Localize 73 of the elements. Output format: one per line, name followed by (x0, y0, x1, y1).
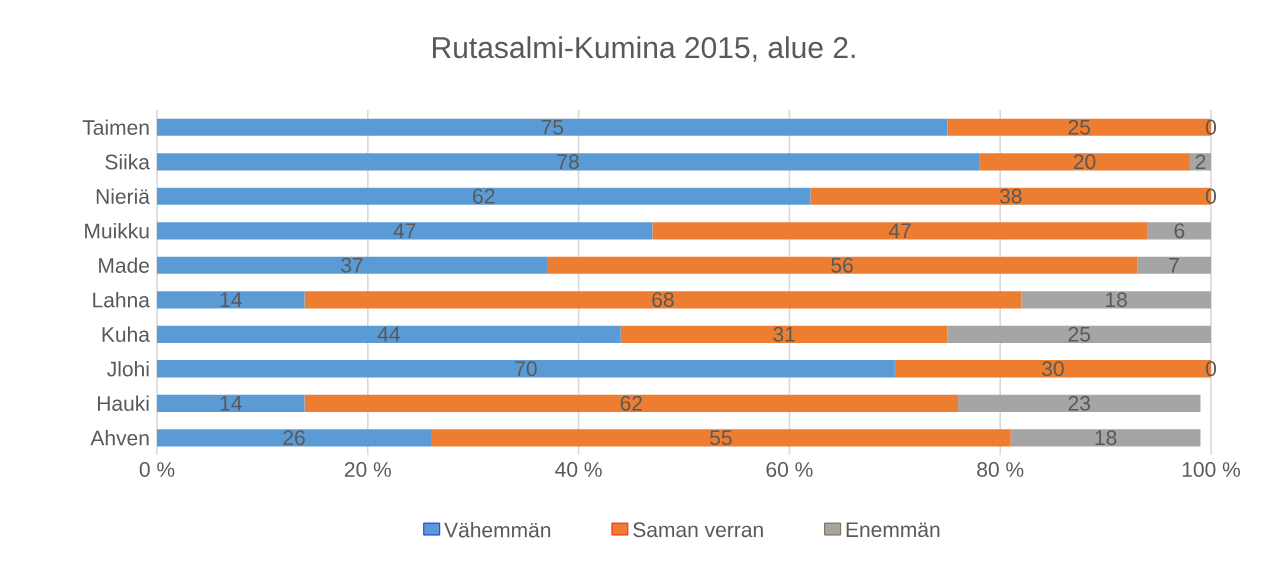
x-tick-label: 20 % (344, 462, 391, 477)
y-tick-label: Kuha (102, 326, 150, 342)
bar (157, 325, 621, 343)
bar (157, 291, 305, 309)
data-label: 70 (515, 361, 537, 377)
x-tick-label: 0 % (139, 462, 175, 477)
y-tick-label: Jlohi (107, 361, 149, 377)
data-label: 18 (1106, 292, 1127, 308)
legend-label: Vähemmän (444, 522, 551, 538)
data-label: 62 (473, 188, 495, 204)
bar (546, 256, 1138, 274)
y-tick-label: Muikku (85, 223, 149, 239)
data-label: 78 (557, 154, 579, 170)
data-label: 6 (1174, 223, 1185, 239)
data-label: 38 (999, 188, 1022, 204)
bar (1137, 256, 1212, 274)
data-label: 31 (773, 326, 795, 342)
data-label: 14 (220, 396, 242, 411)
legend-label: Enemmän (846, 522, 940, 538)
data-label: 30 (1042, 361, 1064, 377)
data-label: 14 (220, 292, 242, 307)
bar (1010, 429, 1201, 447)
data-label: 0 (1205, 119, 1217, 135)
data-label: 62 (620, 395, 642, 411)
data-label: 44 (377, 327, 400, 342)
bar (979, 153, 1190, 171)
x-tick-label: 100 % (1182, 462, 1240, 477)
data-label: 18 (1095, 430, 1117, 446)
bar (157, 153, 980, 171)
chart-title: Rutasalmi-Kumina 2015, alue 2. (433, 36, 855, 62)
data-label: 47 (393, 223, 416, 238)
data-label: 55 (710, 430, 732, 446)
y-tick-label: Ahven (90, 430, 149, 446)
data-label: 26 (283, 430, 305, 446)
bar (157, 222, 653, 240)
data-label: 25 (1068, 326, 1091, 342)
data-label: 75 (541, 119, 564, 135)
y-tick-label: Siika (105, 154, 150, 170)
bar (1147, 222, 1212, 240)
y-tick-label: Lahna (93, 292, 150, 308)
bar (157, 429, 432, 447)
y-tick-label: Made (99, 257, 149, 273)
bar (1021, 291, 1212, 309)
data-label: 0 (1205, 361, 1217, 377)
data-label: 23 (1068, 395, 1091, 411)
bar (157, 360, 895, 378)
bar (947, 325, 1212, 343)
data-label: 37 (341, 257, 363, 273)
data-label: 56 (831, 257, 853, 273)
legend-label: Saman verran (633, 522, 763, 538)
bar (304, 394, 959, 412)
bar (157, 187, 811, 205)
data-label: 25 (1068, 119, 1091, 135)
data-label: 20 (1073, 154, 1096, 170)
x-tick-label: 80 % (977, 462, 1024, 477)
data-label: 0 (1205, 188, 1217, 204)
y-tick-label: Nieriä (96, 188, 150, 204)
y-tick-label: Hauki (97, 395, 149, 411)
bar (958, 394, 1201, 412)
data-label: 47 (888, 223, 911, 238)
bar (157, 394, 305, 412)
data-label: 2 (1195, 154, 1206, 170)
x-tick-label: 60 % (766, 462, 813, 477)
x-tick-label: 40 % (555, 462, 602, 477)
bar (652, 222, 1148, 240)
bar (304, 291, 1022, 309)
data-label: 68 (652, 292, 674, 308)
data-label: 7 (1169, 258, 1179, 273)
bar (157, 256, 547, 274)
bar (431, 429, 1011, 447)
bar (620, 325, 948, 343)
y-tick-label: Taimen (82, 119, 149, 135)
bar (157, 118, 948, 136)
